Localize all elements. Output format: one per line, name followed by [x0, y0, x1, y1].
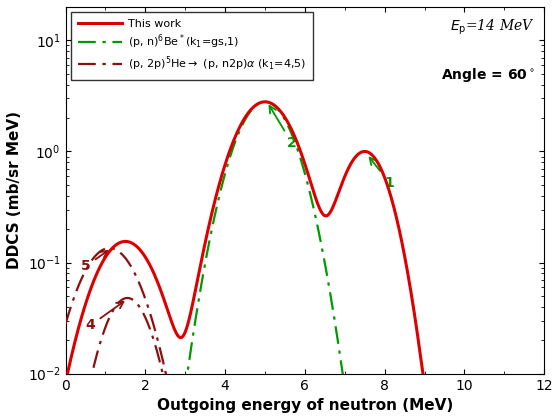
- This work: [62, 374, 69, 379]
- Line: (p, n)$^6$Be$^*$(k$_1$=gs,1): (p, n)$^6$Be$^*$(k$_1$=gs,1): [66, 102, 544, 376]
- Legend: This work, (p, n)$^6$Be$^*$(k$_1$=gs,1), (p, 2p)$^5$He$\rightarrow$ (p, n2p)$\al: This work, (p, n)$^6$Be$^*$(k$_1$=gs,1),…: [71, 13, 312, 80]
- Text: 4: 4: [86, 302, 123, 333]
- (p, 2p)$^5$He$\rightarrow$ (p, n2p)$\alpha$ (k$_1$=4,5): [245, 374, 252, 379]
- X-axis label: Outgoing energy of neutron (MeV): Outgoing energy of neutron (MeV): [157, 398, 453, 413]
- (p, 2p)$^5$He$\rightarrow$ (p, n2p)$\alpha$ (k$_1$=4,5): [349, 374, 356, 379]
- Text: $E_\mathrm{p}$=14 MeV: $E_\mathrm{p}$=14 MeV: [450, 18, 535, 37]
- (p, 2p)$^5$He$\rightarrow$ (p, n2p)$\alpha$ (k$_1$=4,5): [150, 319, 156, 324]
- Line: (p, 2p)$^5$He$\rightarrow$ (p, n2p)$\alpha$ (k$_1$=4,5): (p, 2p)$^5$He$\rightarrow$ (p, n2p)$\alp…: [66, 248, 544, 376]
- This work: [419, 371, 426, 376]
- (p, n)$^6$Be$^*$(k$_1$=gs,1): [541, 374, 548, 379]
- (p, 2p)$^5$He$\rightarrow$ (p, n2p)$\alpha$ (k$_1$=4,5): [106, 246, 113, 251]
- (p, 2p)$^5$He$\rightarrow$ (p, n2p)$\alpha$ (k$_1$=4,5): [163, 374, 170, 379]
- (p, n)$^6$Be$^*$(k$_1$=gs,1): [374, 374, 380, 379]
- Line: This work: This work: [66, 102, 544, 376]
- Y-axis label: DDCS (mb/sr MeV): DDCS (mb/sr MeV): [7, 111, 22, 269]
- (p, n)$^6$Be$^*$(k$_1$=gs,1): [245, 112, 252, 117]
- (p, 2p)$^5$He$\rightarrow$ (p, n2p)$\alpha$ (k$_1$=4,5): [374, 374, 380, 379]
- (p, 2p)$^5$He$\rightarrow$ (p, n2p)$\alpha$ (k$_1$=4,5): [541, 374, 548, 379]
- This work: [541, 374, 548, 379]
- This work: [349, 158, 356, 163]
- (p, 2p)$^5$He$\rightarrow$ (p, n2p)$\alpha$ (k$_1$=4,5): [456, 374, 463, 379]
- This work: [245, 110, 252, 115]
- (p, n)$^6$Be$^*$(k$_1$=gs,1): [62, 374, 69, 379]
- (p, n)$^6$Be$^*$(k$_1$=gs,1): [349, 374, 356, 379]
- (p, n)$^6$Be$^*$(k$_1$=gs,1): [419, 374, 426, 379]
- (p, n)$^6$Be$^*$(k$_1$=gs,1): [456, 374, 463, 379]
- This work: [456, 374, 463, 379]
- This work: [262, 99, 268, 104]
- Text: 1: 1: [370, 158, 394, 190]
- Text: 5: 5: [81, 251, 108, 273]
- Text: 2: 2: [269, 106, 297, 150]
- (p, 2p)$^5$He$\rightarrow$ (p, n2p)$\alpha$ (k$_1$=4,5): [62, 321, 69, 326]
- (p, n)$^6$Be$^*$(k$_1$=gs,1): [262, 99, 268, 104]
- (p, 2p)$^5$He$\rightarrow$ (p, n2p)$\alpha$ (k$_1$=4,5): [419, 374, 426, 379]
- (p, n)$^6$Be$^*$(k$_1$=gs,1): [149, 374, 156, 379]
- This work: [374, 159, 380, 164]
- Text: Angle = 60$^\circ$: Angle = 60$^\circ$: [441, 66, 535, 84]
- This work: [149, 268, 156, 273]
